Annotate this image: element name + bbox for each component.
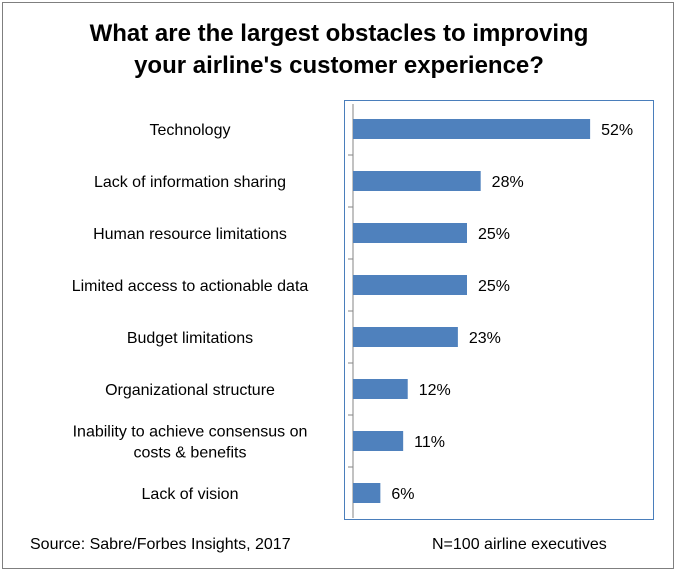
- chart-title-line-2: your airline's customer experience?: [134, 52, 544, 79]
- category-label-1: Lack of information sharing: [94, 174, 286, 191]
- source-note: Source: Sabre/Forbes Insights, 2017: [30, 536, 291, 553]
- category-label-7: Lack of vision: [142, 486, 239, 503]
- bar-7: [353, 483, 381, 503]
- sample-note: N=100 airline executives: [432, 536, 607, 553]
- plot-area: [344, 100, 654, 520]
- bar-2: [353, 223, 467, 243]
- category-label-0: Technology: [150, 122, 231, 139]
- data-label-4: 23%: [469, 330, 501, 347]
- chart-title-line-1: What are the largest obstacles to improv…: [89, 20, 589, 47]
- data-label-2: 25%: [478, 226, 510, 243]
- data-label-3: 25%: [478, 278, 510, 295]
- category-label-3: Limited access to actionable data: [72, 278, 309, 295]
- category-label-6: Inability to achieve consensus on costs &…: [73, 424, 308, 462]
- bar-0: [353, 119, 591, 139]
- data-label-1: 28%: [492, 174, 524, 191]
- bar-5: [353, 379, 408, 399]
- bar-1: [353, 171, 481, 191]
- data-label-5: 12%: [419, 382, 451, 399]
- bar-6: [353, 431, 404, 451]
- chart-title: What are the largest obstacles to improv…: [0, 18, 678, 82]
- data-label-7: 6%: [391, 486, 414, 503]
- data-label-0: 52%: [601, 122, 633, 139]
- category-label-4: Budget limitations: [127, 330, 253, 347]
- category-label-5: Organizational structure: [105, 382, 275, 399]
- bar-4: [353, 327, 458, 347]
- data-label-6: 11%: [414, 434, 445, 451]
- bar-3: [353, 275, 467, 295]
- category-label-2: Human resource limitations: [93, 226, 287, 243]
